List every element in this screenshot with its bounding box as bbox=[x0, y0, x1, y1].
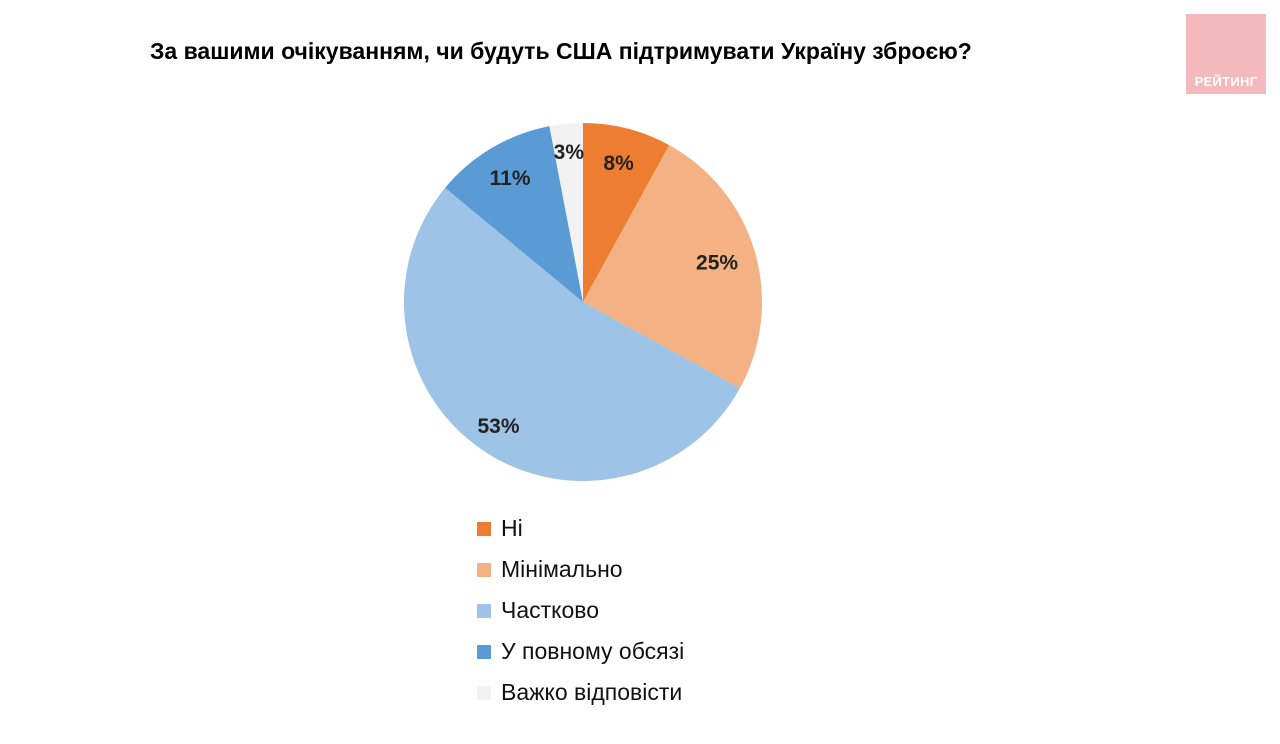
legend-item: Важко відповісти bbox=[477, 672, 684, 713]
pie-slice bbox=[583, 123, 670, 302]
legend-label: У повному обсязі bbox=[501, 638, 685, 664]
pie-slice-label: 53% bbox=[477, 415, 519, 438]
legend: Ні Мінімально Частково У повному обсязі Важк… bbox=[477, 508, 684, 713]
legend-label: Ні bbox=[501, 515, 523, 541]
pie-slice bbox=[549, 123, 583, 302]
pie-slice-label: 3% bbox=[554, 141, 585, 164]
legend-label: Важко відповісти bbox=[501, 679, 683, 705]
pie-slice-label: 8% bbox=[603, 152, 634, 175]
pie-slice-label: 25% bbox=[696, 252, 738, 275]
chart-title: За вашими очікуванням, чи будуть США під… bbox=[150, 38, 972, 64]
legend-item: Частково bbox=[477, 590, 684, 631]
legend-label: Частково bbox=[501, 597, 600, 623]
legend-item: У повному обсязі bbox=[477, 631, 684, 672]
rating-logo: РЕЙТИНГ bbox=[1186, 14, 1266, 94]
pie-slice bbox=[403, 187, 740, 482]
pie-slice bbox=[583, 145, 762, 389]
legend-swatch bbox=[477, 685, 491, 700]
rating-logo-text: РЕЙТИНГ bbox=[1194, 74, 1258, 89]
legend-item: Ні bbox=[477, 508, 684, 549]
legend-swatch bbox=[477, 562, 491, 577]
legend-item: Мінімально bbox=[477, 549, 684, 590]
pie-slice-label: 11% bbox=[490, 167, 531, 190]
legend-swatch bbox=[477, 603, 491, 618]
legend-swatch bbox=[477, 644, 491, 659]
legend-swatch bbox=[477, 521, 491, 536]
pie-slice bbox=[445, 126, 583, 302]
pie-labels: 8% 25% 53% 11% 3% bbox=[477, 141, 738, 438]
pie-slices bbox=[403, 123, 762, 482]
legend-label: Мінімально bbox=[501, 556, 623, 582]
